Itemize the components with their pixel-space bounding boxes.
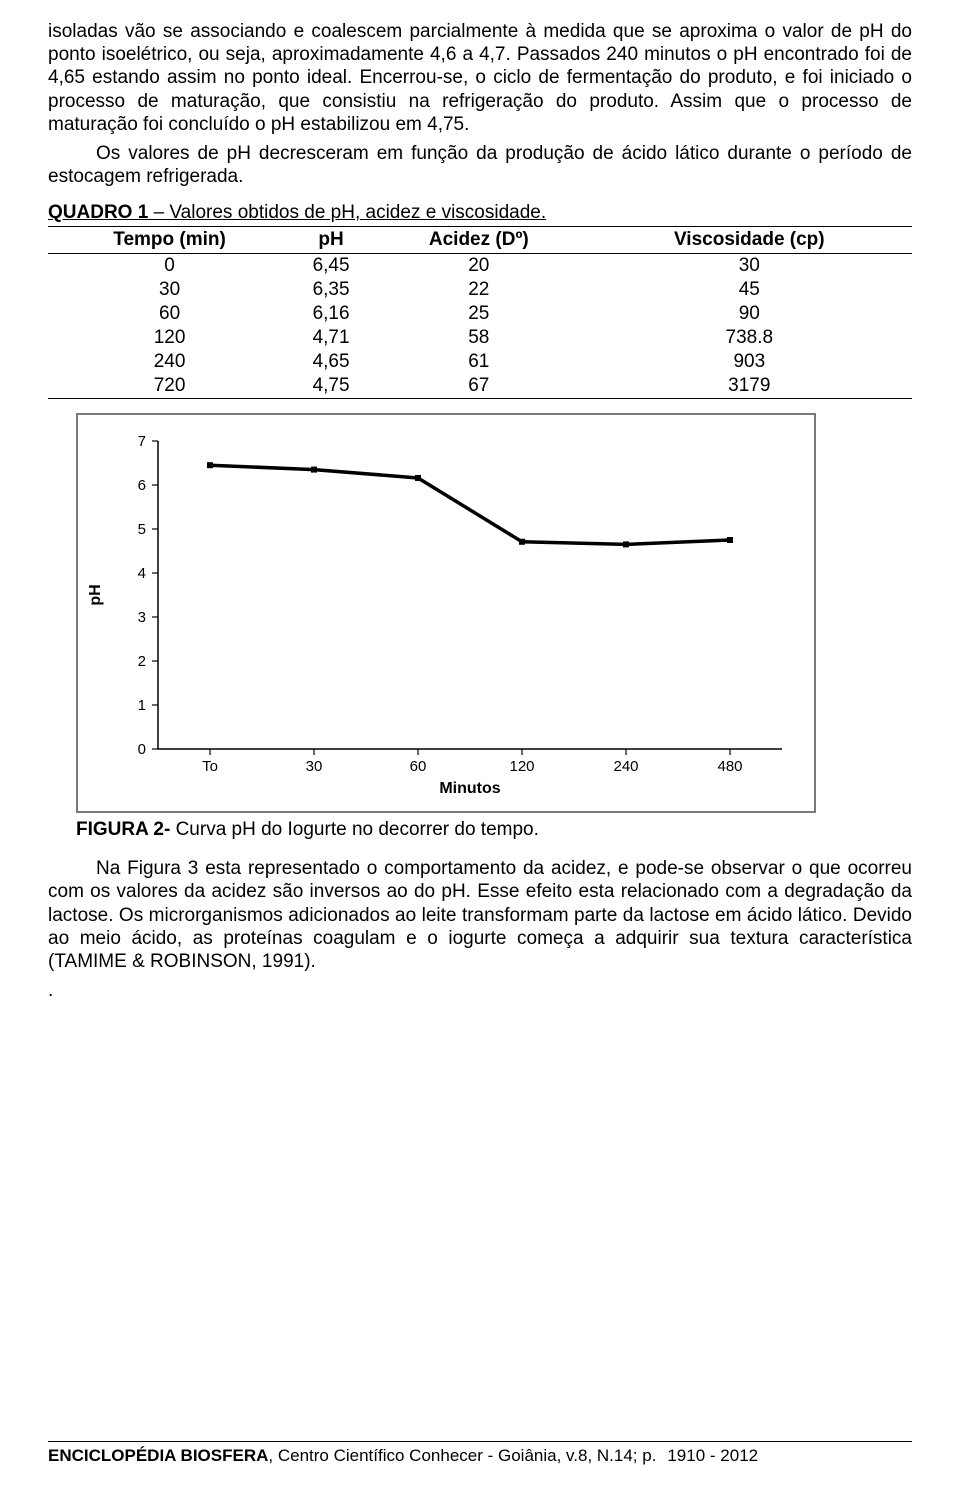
table-cell: 58: [371, 326, 587, 350]
table-row: 06,452030: [48, 254, 912, 279]
table-cell: 738.8: [587, 326, 912, 350]
svg-text:60: 60: [410, 758, 427, 775]
table-cell: 4,75: [291, 374, 371, 399]
figure-caption-rest: Curva pH do Iogurte no decorrer do tempo…: [170, 819, 539, 840]
table-cell: 20: [371, 254, 587, 279]
table-row: 306,352245: [48, 278, 912, 302]
svg-text:Minutos: Minutos: [439, 780, 500, 797]
table-cell: 720: [48, 374, 291, 399]
table-cell: 67: [371, 374, 587, 399]
footer-rule: [48, 1441, 912, 1443]
table-row: 7204,75673179: [48, 374, 912, 399]
table-header-cell: Viscosidade (cp): [587, 227, 912, 254]
paragraph-3: Na Figura 3 esta representado o comporta…: [48, 857, 912, 973]
table-cell: 30: [587, 254, 912, 279]
paragraph-2: Os valores de pH decresceram em função d…: [48, 142, 912, 188]
figure-caption: FIGURA 2- Curva pH do Iogurte no decorre…: [76, 819, 912, 841]
svg-text:2: 2: [138, 653, 146, 670]
paragraph-3-tail: .: [48, 979, 912, 1002]
table-cell: 6,45: [291, 254, 371, 279]
table-cell: 25: [371, 302, 587, 326]
table-row: 2404,6561903: [48, 350, 912, 374]
table-cell: 22: [371, 278, 587, 302]
table-cell: 61: [371, 350, 587, 374]
svg-text:5: 5: [138, 521, 146, 538]
paragraph-1: isoladas vão se associando e coalescem p…: [48, 20, 912, 136]
ph-chart: 0 1 2 3 4 5 6 7 To 30 60 120 240 480 pH Minutos: [76, 413, 816, 813]
svg-text:30: 30: [306, 758, 323, 775]
svg-text:480: 480: [717, 758, 742, 775]
table-cell: 4,65: [291, 350, 371, 374]
footer-publisher: , Centro Científico Conhecer - Goiânia, …: [268, 1446, 656, 1465]
table-caption-rest: – Valores obtidos de pH, acidez e viscos…: [148, 202, 546, 223]
table-cell: 6,35: [291, 278, 371, 302]
table-cell: 60: [48, 302, 291, 326]
table-cell: 0: [48, 254, 291, 279]
svg-text:6: 6: [138, 477, 146, 494]
table-header-cell: Tempo (min): [48, 227, 291, 254]
table-cell: 30: [48, 278, 291, 302]
footer-journal: ENCICLOPÉDIA BIOSFERA: [48, 1446, 268, 1465]
table-cell: 90: [587, 302, 912, 326]
table-header-cell: Acidez (Dº): [371, 227, 587, 254]
table-row: 606,162590: [48, 302, 912, 326]
page-footer: ENCICLOPÉDIA BIOSFERA, Centro Científico…: [48, 1446, 758, 1466]
svg-text:pH: pH: [87, 585, 104, 606]
table-cell: 45: [587, 278, 912, 302]
svg-text:120: 120: [509, 758, 534, 775]
table-header-cell: pH: [291, 227, 371, 254]
table-cell: 4,71: [291, 326, 371, 350]
svg-text:To: To: [202, 758, 218, 775]
table-cell: 3179: [587, 374, 912, 399]
svg-text:7: 7: [138, 433, 146, 450]
svg-text:0: 0: [138, 741, 146, 758]
table-caption: QUADRO 1 – Valores obtidos de pH, acidez…: [48, 202, 912, 224]
table-caption-label: QUADRO 1: [48, 202, 148, 223]
data-table: Tempo (min)pHAcidez (Dº)Viscosidade (cp)…: [48, 226, 912, 399]
svg-text:240: 240: [613, 758, 638, 775]
table-header-row: Tempo (min)pHAcidez (Dº)Viscosidade (cp): [48, 227, 912, 254]
table-cell: 903: [587, 350, 912, 374]
table-cell: 120: [48, 326, 291, 350]
table-row: 1204,7158738.8: [48, 326, 912, 350]
svg-text:3: 3: [138, 609, 146, 626]
footer-year: 2012: [720, 1446, 758, 1465]
figure-caption-label: FIGURA 2-: [76, 819, 170, 840]
table-cell: 6,16: [291, 302, 371, 326]
svg-text:1: 1: [138, 697, 146, 714]
footer-sep: -: [705, 1446, 720, 1465]
table-body: 06,452030306,352245606,1625901204,715873…: [48, 254, 912, 399]
table-cell: 240: [48, 350, 291, 374]
svg-text:4: 4: [138, 565, 146, 582]
footer-page: 1910: [661, 1446, 705, 1466]
